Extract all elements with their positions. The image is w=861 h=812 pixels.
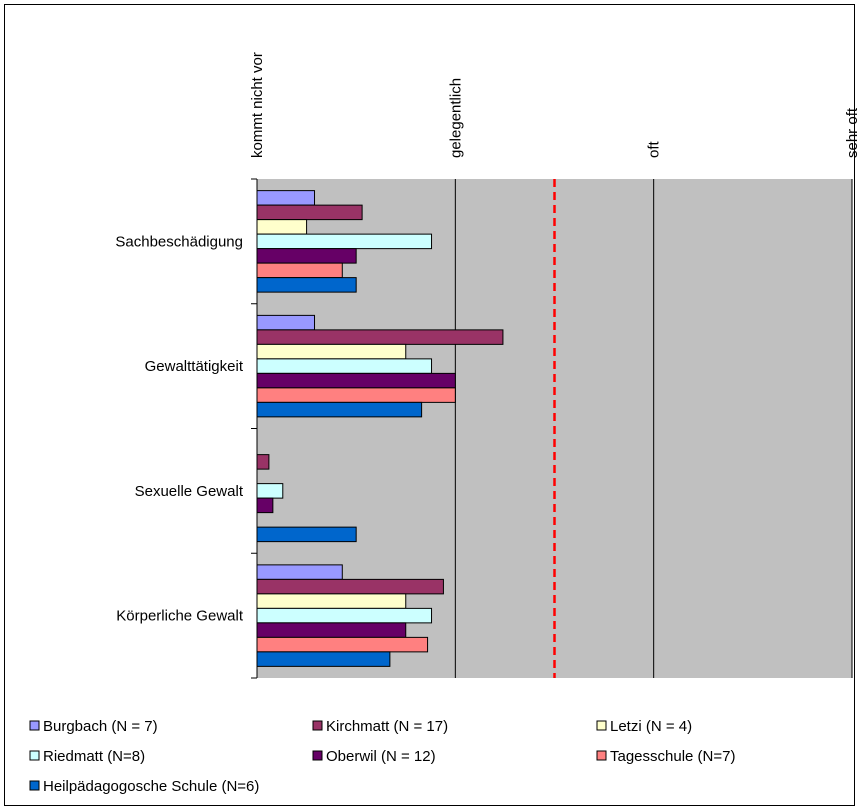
category-label-gewalttätigkeit: Gewalttätigkeit <box>145 358 244 375</box>
bar-burgbach-körperliche-gewalt <box>256 564 343 580</box>
bar-kirchmatt-gewalttätigkeit <box>256 329 504 345</box>
category-label-sachbeschädigung: Sachbeschädigung <box>115 233 243 250</box>
scale-label-sehr-oft: sehr oft <box>844 107 861 158</box>
bar-heilpädagogosche-gewalttätigkeit <box>256 401 423 418</box>
scale-label-gelegentlich: gelegentlich <box>447 78 464 158</box>
bar-burgbach-sachbeschädigung <box>256 190 316 206</box>
legend-item-tagesschule: Tagesschule (N=7) <box>596 748 735 765</box>
bar-oberwil-gewalttätigkeit <box>256 372 456 389</box>
legend-item-burgbach: Burgbach (N = 7) <box>29 718 158 735</box>
legend-label: Oberwil (N = 12) <box>326 748 436 765</box>
scale-label-oft: oft <box>646 140 663 158</box>
bar-tagesschule-sachbeschädigung <box>256 262 343 279</box>
legend-label: Kirchmatt (N = 17) <box>326 718 448 735</box>
legend-label: Burgbach (N = 7) <box>43 718 158 735</box>
bar-heilpädagogosche-sachbeschädigung <box>256 277 357 293</box>
bar-tagesschule-gewalttätigkeit <box>256 387 456 403</box>
legend-item-riedmatt: Riedmatt (N=8) <box>29 748 145 765</box>
scale-label-kommt-nicht-vor: kommt nicht vor <box>249 52 266 158</box>
legend-swatch <box>312 720 323 731</box>
legend-swatch <box>596 720 607 731</box>
category-label-körperliche-gewalt: Körperliche Gewalt <box>116 608 244 625</box>
legend-item-heilpädagogosche: Heilpädagogosche Schule (N=6) <box>29 778 259 795</box>
bar-riedmatt-gewalttätigkeit <box>256 358 433 374</box>
legend-swatch <box>29 780 40 791</box>
legend-label: Letzi (N = 4) <box>610 718 692 735</box>
bar-letzi-gewalttätigkeit <box>256 343 407 360</box>
legend-item-oberwil: Oberwil (N = 12) <box>312 748 436 765</box>
bar-kirchmatt-sexuelle-gewalt <box>256 454 270 470</box>
bar-oberwil-sexuelle-gewalt <box>256 497 274 514</box>
bar-riedmatt-sachbeschädigung <box>256 233 433 250</box>
legend-item-letzi: Letzi (N = 4) <box>596 718 692 735</box>
legend-item-kirchmatt: Kirchmatt (N = 17) <box>312 718 448 735</box>
legend-label: Heilpädagogosche Schule (N=6) <box>43 778 259 795</box>
bar-riedmatt-sexuelle-gewalt <box>256 483 284 499</box>
bar-kirchmatt-körperliche-gewalt <box>256 578 444 595</box>
legend-label: Tagesschule (N=7) <box>610 748 735 765</box>
legend-swatch <box>312 750 323 761</box>
legend-swatch <box>29 750 40 761</box>
legend-label: Riedmatt (N=8) <box>43 748 145 765</box>
bar-letzi-körperliche-gewalt <box>256 593 407 609</box>
bar-oberwil-sachbeschädigung <box>256 248 357 264</box>
legend-swatch <box>29 720 40 731</box>
legend-swatch <box>596 750 607 761</box>
bar-heilpädagogosche-körperliche-gewalt <box>256 651 391 667</box>
bar-riedmatt-körperliche-gewalt <box>256 607 433 624</box>
bar-tagesschule-körperliche-gewalt <box>256 636 429 653</box>
bar-kirchmatt-sachbeschädigung <box>256 204 363 221</box>
bar-heilpädagogosche-sexuelle-gewalt <box>256 526 357 543</box>
bar-oberwil-körperliche-gewalt <box>256 622 407 638</box>
category-label-sexuelle-gewalt: Sexuelle Gewalt <box>135 483 244 500</box>
bar-burgbach-gewalttätigkeit <box>256 314 316 331</box>
bar-letzi-sachbeschädigung <box>256 219 308 235</box>
chart-frame <box>4 4 855 806</box>
